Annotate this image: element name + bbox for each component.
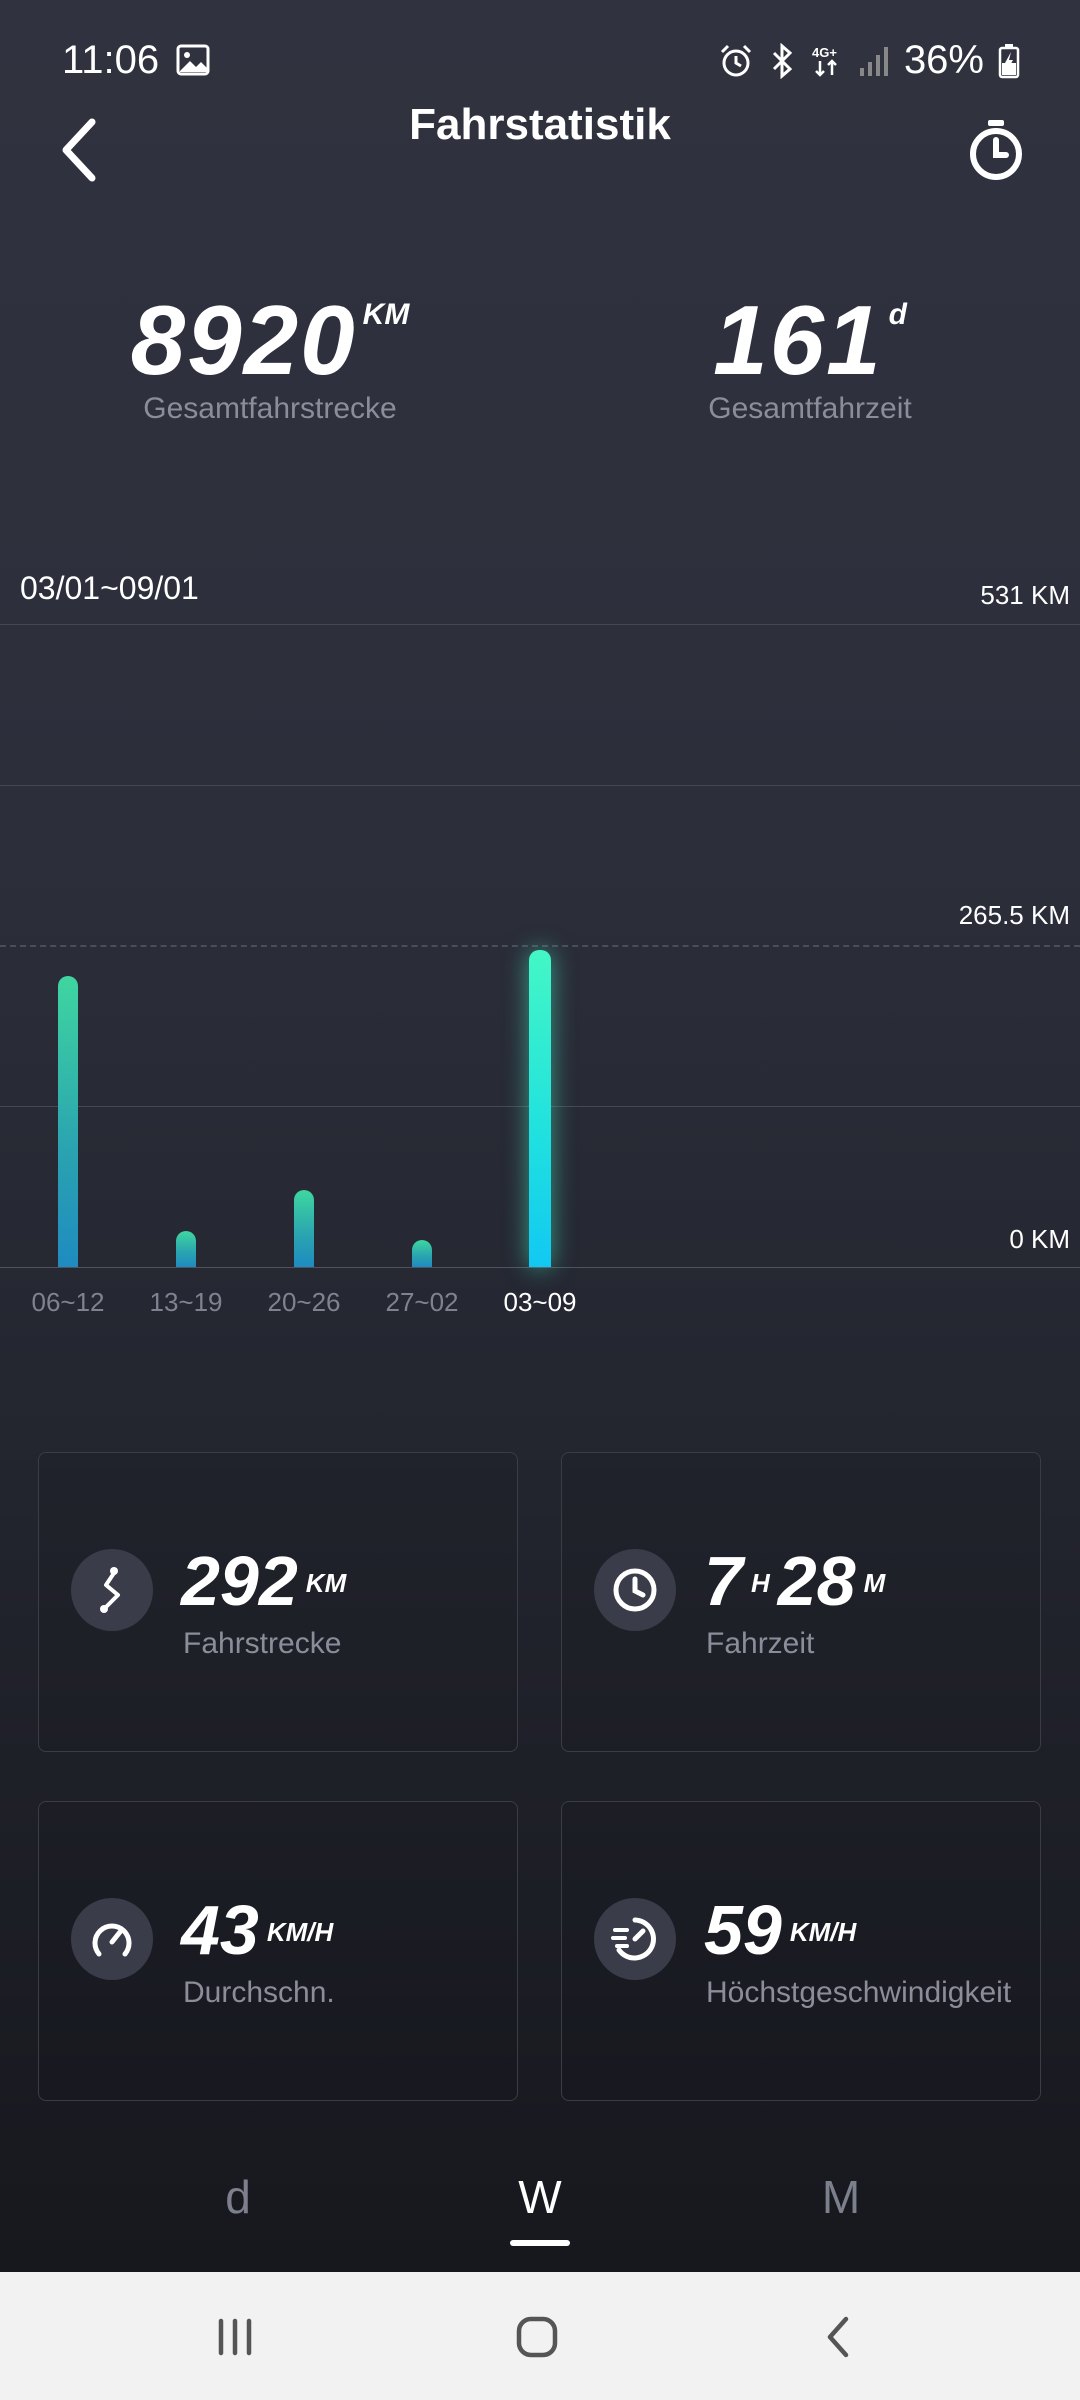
chart-range-label: 03/01~09/01 [20, 570, 199, 606]
max-speed-label: Höchstgeschwindigkeit [706, 1976, 1012, 2009]
x-tick-label: 27~02 [385, 1287, 459, 1317]
totals-section: 8920 KM Gesamtfahrstrecke 161 d Gesamtfahr… [0, 290, 1080, 450]
week-duration-hours: 7 [704, 1542, 743, 1620]
gallery-notification-icon [176, 44, 210, 76]
week-duration-hours-unit: H [750, 1568, 770, 1598]
bluetooth-icon [772, 42, 793, 79]
max-speed-timer-icon [594, 1898, 676, 1980]
status-icons: 4G+ 36% [718, 38, 1020, 83]
total-time-value: 161 [713, 285, 883, 395]
week-duration-minutes: 28 [777, 1542, 856, 1620]
mobile-data-icon: 4G+ [812, 45, 837, 77]
battery-charging-icon [998, 43, 1020, 78]
status-bar: 11:06 4G+ 36% [0, 0, 1080, 120]
status-time: 11:06 [62, 38, 160, 82]
page-title: Fahrstatistik [409, 100, 671, 149]
week-duration-minutes-unit: M [863, 1568, 886, 1598]
weekly-distance-chart[interactable]: 03/01~09/01 531 KM 265.5 KM 0 KM 06~12 13… [0, 560, 1080, 1340]
week-duration: 7 H 28 M [704, 1545, 893, 1617]
total-distance-unit: KM [362, 298, 410, 331]
stat-card-max-speed: 59 KM/H Höchstgeschwindigkeit [561, 1801, 1041, 2101]
x-tick-label: 13~19 [149, 1287, 223, 1317]
x-tick-label: 03~09 [503, 1287, 577, 1317]
recent-apps-button[interactable] [195, 2302, 275, 2372]
signal-icon [859, 46, 888, 76]
period-tabs: d W M [0, 2150, 1080, 2270]
max-speed-unit: KM/H [789, 1917, 857, 1947]
max-speed: 59 KM/H [704, 1894, 864, 1966]
home-button[interactable] [497, 2302, 577, 2372]
home-icon [516, 2316, 558, 2358]
week-distance: 292 KM [181, 1545, 354, 1617]
total-distance-value: 8920 [130, 285, 357, 395]
chart-bar-27~02[interactable] [412, 1240, 432, 1267]
tab-week[interactable]: W [518, 2171, 562, 2223]
average-speed: 43 KM/H [181, 1894, 341, 1966]
y-tick-label-min: 0 KM [1009, 1224, 1070, 1254]
grid-line-top [0, 624, 1080, 625]
chart-bar-20~26[interactable] [294, 1189, 314, 1267]
battery-percent: 36% [903, 38, 984, 82]
timer-button[interactable] [964, 110, 1028, 186]
chart-bar-13~19[interactable] [176, 1230, 196, 1267]
clock-icon [594, 1549, 676, 1631]
route-icon [71, 1549, 153, 1631]
grid-line [0, 785, 1080, 786]
total-time: 161 d Gesamtfahrzeit [660, 290, 960, 426]
average-speed-value: 43 [181, 1891, 259, 1969]
week-distance-label: Fahrstrecke [183, 1627, 342, 1660]
x-tick-label: 06~12 [31, 1287, 105, 1317]
average-speed-label: Durchschn. [183, 1976, 335, 2009]
total-distance: 8920 KM Gesamtfahrstrecke [120, 290, 420, 426]
back-button[interactable] [52, 112, 116, 188]
recent-apps-icon [218, 2318, 252, 2356]
total-distance-label: Gesamtfahrstrecke [143, 392, 397, 425]
tab-day[interactable]: d [225, 2171, 251, 2223]
stat-card-average-speed: 43 KM/H Durchschn. [38, 1801, 518, 2101]
stat-card-distance: 292 KM Fahrstrecke [38, 1452, 518, 1752]
alarm-icon [720, 44, 751, 76]
y-tick-label-max: 531 KM [980, 580, 1070, 610]
header: Fahrstatistik [0, 90, 1080, 210]
svg-text:4G+: 4G+ [812, 45, 837, 60]
week-duration-label: Fahrzeit [706, 1627, 815, 1660]
average-speed-unit: KM/H [266, 1917, 334, 1947]
stopwatch-icon [970, 120, 1022, 180]
week-distance-unit: KM [305, 1568, 347, 1598]
chart-bar-03~09[interactable] [529, 949, 551, 1267]
week-distance-value: 292 [181, 1542, 298, 1620]
y-tick-label-mid: 265.5 KM [958, 900, 1070, 930]
total-time-unit: d [888, 298, 907, 331]
system-navigation-bar [0, 2272, 1080, 2400]
speedometer-icon [71, 1898, 153, 1980]
total-time-label: Gesamtfahrzeit [708, 392, 912, 425]
tab-month[interactable]: M [821, 2171, 861, 2223]
grid-line-mid-dashed [0, 945, 1080, 947]
chart-baseline [0, 1267, 1080, 1268]
chevron-left-icon [62, 118, 96, 182]
tab-active-indicator [510, 2240, 570, 2246]
x-tick-label: 20~26 [267, 1287, 341, 1317]
back-arrow-icon [827, 2316, 849, 2358]
system-back-button[interactable] [800, 2302, 880, 2372]
stat-card-duration: 7 H 28 M Fahrzeit [561, 1452, 1041, 1752]
max-speed-value: 59 [704, 1891, 782, 1969]
chart-bar-06~12[interactable] [58, 976, 78, 1267]
